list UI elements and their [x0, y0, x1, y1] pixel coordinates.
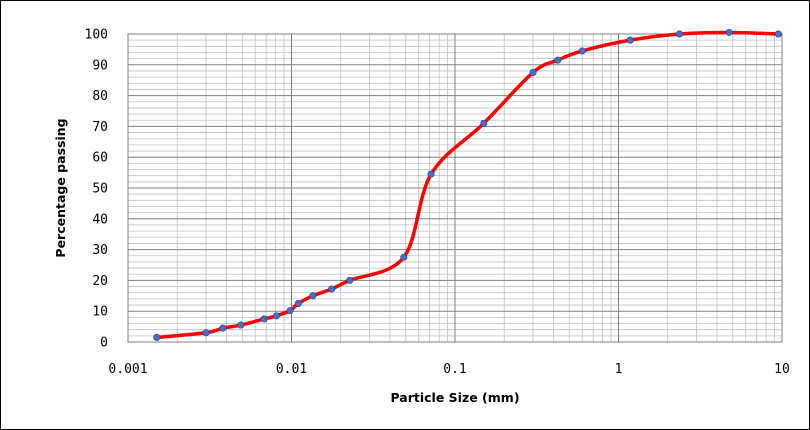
y-axis-title: Percentage passing	[53, 118, 68, 257]
data-point	[675, 30, 683, 38]
x-axis-title: Particle Size (mm)	[390, 390, 519, 405]
data-point	[774, 30, 782, 38]
y-tick-label: 100	[85, 28, 108, 43]
y-tick-label: 80	[92, 89, 108, 104]
data-point	[309, 292, 317, 300]
data-point	[153, 333, 161, 341]
y-tick-label: 70	[92, 120, 108, 135]
y-tick-label: 10	[92, 305, 108, 320]
data-point	[202, 329, 210, 337]
data-point	[294, 299, 302, 307]
data-point	[529, 69, 537, 77]
y-tick-label: 30	[92, 243, 108, 258]
data-point	[273, 312, 281, 320]
point-layer	[153, 28, 782, 341]
data-point	[260, 315, 268, 323]
y-tick-label: 90	[92, 58, 108, 73]
data-point	[219, 324, 227, 332]
data-point	[400, 253, 408, 261]
plot-area-border	[127, 33, 783, 343]
data-point	[578, 47, 586, 55]
data-point	[328, 285, 336, 293]
y-tick-label: 0	[100, 336, 108, 351]
data-point	[554, 56, 562, 64]
data-point	[346, 276, 354, 284]
x-tick-labels: 0.001 0.01 0.1 1 10	[108, 362, 789, 377]
data-point	[626, 36, 634, 44]
curve-layer	[155, 30, 781, 340]
y-tick-label: 60	[92, 151, 108, 166]
data-point	[480, 119, 488, 127]
series-line	[155, 30, 781, 340]
x-tick-label: 0.1	[443, 362, 466, 377]
grid	[127, 33, 783, 343]
x-tick-label: 1	[615, 362, 623, 377]
y-tick-label: 20	[92, 274, 108, 289]
data-point	[286, 307, 294, 315]
x-tick-label: 0.001	[108, 362, 147, 377]
data-point	[427, 170, 435, 178]
y-tick-label: 50	[92, 182, 108, 197]
y-tick-labels: 0 10 20 30 40 50 60 70 80 90 100	[85, 28, 108, 351]
data-point	[725, 28, 733, 36]
y-tick-label: 40	[92, 212, 108, 227]
data-point	[237, 321, 245, 329]
x-tick-label: 10	[774, 362, 790, 377]
x-tick-label: 0.01	[276, 362, 307, 377]
